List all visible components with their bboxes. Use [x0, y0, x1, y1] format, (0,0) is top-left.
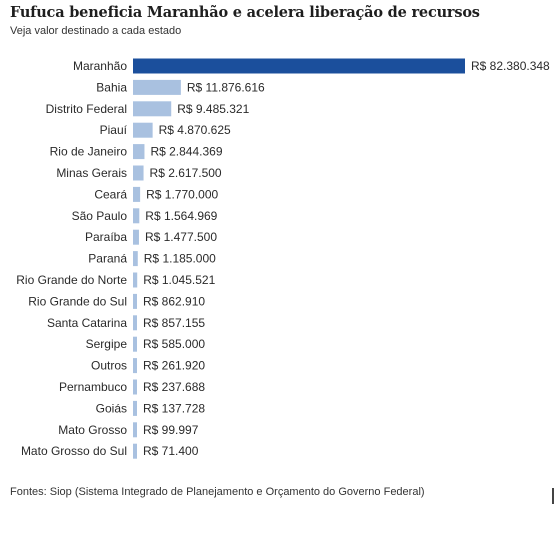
category-label: São Paulo: [72, 209, 128, 223]
value-label: R$ 9.485.321: [177, 102, 249, 116]
category-label: Outros: [91, 359, 127, 373]
value-label: R$ 82.380.348: [471, 59, 550, 73]
bar: [133, 208, 140, 224]
value-label: R$ 237.688: [143, 380, 205, 394]
category-label: Mato Grosso do Sul: [21, 444, 127, 458]
bar: [133, 251, 138, 267]
value-label: R$ 137.728: [143, 401, 205, 415]
chart-title: Fufuca beneficia Maranhão e acelera libe…: [10, 4, 480, 21]
category-label: Rio Grande do Norte: [16, 273, 127, 287]
bar: [133, 400, 137, 416]
bar: [133, 165, 144, 181]
category-label: Paraíba: [85, 230, 127, 244]
bar: [133, 186, 141, 202]
bar: [133, 315, 137, 331]
value-label: R$ 99.997: [143, 423, 199, 437]
bar: [133, 336, 137, 352]
category-label: Rio de Janeiro: [50, 145, 128, 159]
source-note: Fontes: Siop (Sistema Integrado de Plane…: [10, 486, 425, 498]
value-label: R$ 1.770.000: [146, 187, 218, 201]
category-label: Goiás: [96, 401, 127, 415]
bar-chart: Maranhão R$ 82.380.348 Bahia R$ 11.876.616 D…: [16, 58, 550, 459]
category-label: Mato Grosso: [58, 423, 127, 437]
value-label: R$ 1.564.969: [145, 209, 217, 223]
value-label: R$ 862.910: [143, 294, 205, 308]
value-label: R$ 1.185.000: [144, 252, 216, 266]
category-label: Minas Gerais: [56, 166, 127, 180]
bar: [133, 101, 172, 117]
bar: [133, 122, 153, 138]
category-label: Ceará: [94, 187, 127, 201]
bar: [133, 144, 145, 160]
bar: [133, 272, 138, 288]
category-label: Rio Grande do Sul: [28, 294, 127, 308]
category-label: Distrito Federal: [46, 102, 127, 116]
category-label: Maranhão: [73, 59, 127, 73]
bar: [133, 358, 137, 374]
value-label: R$ 71.400: [143, 444, 199, 458]
category-label: Bahia: [96, 80, 127, 94]
bar: [133, 443, 137, 459]
value-label: R$ 2.617.500: [150, 166, 222, 180]
bar: [133, 293, 137, 309]
category-label: Paraná: [88, 252, 127, 266]
value-label: R$ 1.045.521: [143, 273, 215, 287]
bar: [133, 58, 465, 74]
value-label: R$ 2.844.369: [150, 145, 222, 159]
category-label: Pernambuco: [59, 380, 127, 394]
bar: [133, 229, 139, 245]
value-label: R$ 4.870.625: [159, 123, 231, 137]
bars-group: Maranhão R$ 82.380.348 Bahia R$ 11.876.616 D…: [16, 58, 550, 459]
edge-mark: [552, 488, 554, 504]
category-label: Santa Catarina: [47, 316, 127, 330]
value-label: R$ 1.477.500: [145, 230, 217, 244]
value-label: R$ 11.876.616: [187, 80, 265, 94]
value-label: R$ 857.155: [143, 316, 205, 330]
value-label: R$ 261.920: [143, 359, 205, 373]
bar: [133, 379, 137, 395]
chart-subtitle: Veja valor destinado a cada estado: [10, 25, 182, 37]
category-label: Sergipe: [86, 337, 128, 351]
value-label: R$ 585.000: [143, 337, 205, 351]
bar: [133, 422, 137, 438]
category-label: Piauí: [100, 123, 128, 137]
bar: [133, 79, 181, 95]
